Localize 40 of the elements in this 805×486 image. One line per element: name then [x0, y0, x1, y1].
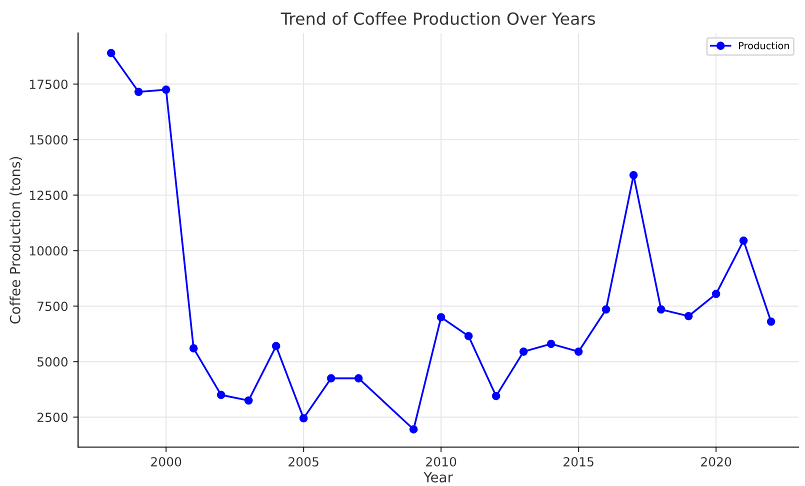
point — [244, 396, 253, 405]
point — [354, 374, 363, 382]
x-axis-title: Year — [424, 472, 454, 482]
point — [189, 344, 198, 352]
x-tick-label: 2015 — [564, 457, 594, 467]
legend-label: Production — [739, 42, 789, 50]
y-tick-label: 5000 — [38, 357, 68, 367]
point — [464, 332, 473, 340]
x-tick-label: 2000 — [151, 457, 182, 467]
point — [134, 88, 143, 96]
chart-title: Trend of Coffee Production Over Years — [280, 12, 595, 25]
point — [519, 347, 528, 356]
point — [216, 390, 226, 400]
point — [492, 392, 500, 400]
point — [712, 290, 720, 298]
y-tick-label: 7500 — [38, 302, 68, 312]
point — [684, 312, 693, 320]
point — [766, 318, 776, 326]
y-tick-label: 15000 — [30, 135, 68, 145]
point — [546, 340, 556, 348]
y-tick-label: 17500 — [30, 80, 68, 90]
x-tick-label: 2010 — [426, 457, 456, 467]
point — [739, 236, 748, 245]
point — [106, 48, 116, 58]
y-tick-label: 12500 — [30, 190, 68, 200]
point — [299, 414, 308, 422]
y-tick-label: 10000 — [30, 246, 68, 256]
point — [656, 305, 666, 314]
y-tick-label: 2500 — [37, 412, 68, 422]
y-axis-title: Coffee Production (tons) — [10, 156, 22, 324]
point — [602, 305, 610, 314]
point — [629, 170, 638, 180]
point — [326, 374, 336, 382]
point — [436, 313, 446, 322]
point — [272, 342, 280, 350]
x-tick-label: 2005 — [288, 457, 318, 467]
point — [574, 347, 583, 356]
point — [409, 425, 418, 434]
x-tick-label: 2020 — [701, 457, 732, 467]
point — [162, 85, 170, 94]
